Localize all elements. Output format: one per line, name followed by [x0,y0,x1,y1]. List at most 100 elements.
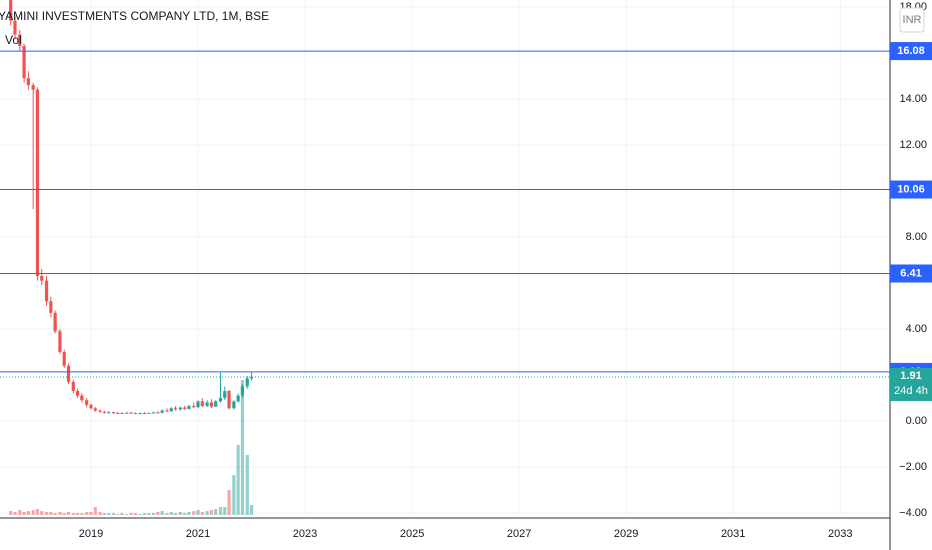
candle-body [160,410,164,413]
price-line-label: 6.41 [900,267,921,279]
volume-bar [160,511,164,515]
candle-body [76,391,80,396]
volume-bar [93,507,97,515]
volume-bar [196,510,200,515]
volume-bar [249,505,254,515]
candle-body [116,412,120,414]
volume-bar [133,513,137,515]
y-tick-label: −2.00 [899,461,927,473]
candle-body [218,397,223,402]
volume-bar [120,513,124,515]
volume-bar [18,510,22,515]
candle-body [138,413,142,415]
currency-label[interactable]: INR [903,14,922,26]
x-tick-label: 2029 [614,528,638,540]
volume-bar [9,511,13,515]
candle-body [44,280,49,302]
candle-body [129,412,133,414]
candle-body [85,400,89,405]
candle-body [120,412,124,414]
volume-bar [49,512,53,515]
volume-bar [66,512,71,515]
x-tick-label: 2027 [507,528,531,540]
y-tick-label: −4.00 [899,507,927,519]
volume-bar [156,512,160,515]
candle-body [133,413,137,415]
time-axis [0,518,932,550]
volume-bar [169,512,173,515]
candle-body [89,404,93,409]
volume-bar [192,511,196,515]
volume-bar [98,512,102,515]
candle-body [147,412,151,414]
price-line-label: 16.08 [897,45,925,57]
candle-body [107,412,111,414]
candle-body [240,386,245,396]
candle-body [35,89,40,277]
volume-bar [227,490,231,515]
x-tick-label: 2023 [293,528,317,540]
y-tick-label: 8.00 [906,231,927,243]
candle-body [245,378,249,387]
price-line-label-box [890,180,932,199]
candle-body [53,312,57,332]
candle-body [18,34,22,47]
volume-bar [125,514,129,515]
volume-bar [200,512,204,515]
volume-bar [209,510,213,515]
volume-bar [13,512,17,515]
candle-body [200,401,204,406]
x-tick-label: 2031 [721,528,745,540]
volume-bar [116,514,120,515]
candle-body [102,411,106,413]
volume-bar [62,513,66,515]
volume-bar [142,513,147,515]
volume-bar [89,512,93,515]
candle-body [93,408,97,411]
volume-bar [40,511,44,515]
volume-bar [58,512,62,515]
candle-body [151,412,156,414]
candle-body [40,276,44,281]
candle-body [192,405,196,408]
volume-bar [80,513,84,515]
x-tick-label: 2019 [79,528,103,540]
last-price-box [890,367,932,401]
x-tick-label: 2021 [186,528,210,540]
last-price-label: 1.91 [900,370,921,382]
candle-body [13,20,17,35]
countdown-label: 24d 4h [894,385,928,397]
volume-bar [173,513,178,515]
y-tick-label: 4.00 [906,323,927,335]
candle-body [9,0,13,21]
volume-bar [232,475,236,515]
currency-box[interactable] [899,7,925,33]
x-tick-label: 2025 [400,528,424,540]
price-line-label-box [890,264,932,283]
candle-body [49,301,53,313]
candle-body [232,401,236,409]
volume-bar [214,509,218,515]
candle-body [196,401,200,408]
candle-body [173,408,178,410]
candle-body [178,407,182,410]
volume-bar [236,445,240,515]
candle-body [156,412,160,414]
x-tick-label: 2033 [828,528,852,540]
volume-bar [223,507,227,515]
volume-bar [240,380,245,515]
candle-body [66,365,71,382]
volume-bar [26,511,30,515]
candle-body [227,391,231,409]
candle-body [98,410,102,412]
y-tick-label: 14.00 [899,93,927,105]
volume-bar [187,512,191,515]
candle-body [214,401,218,407]
candle-body [142,413,147,415]
price-line-label: 10.06 [897,183,925,195]
chart-title: YAMINI INVESTMENTS COMPANY LTD, 1M, BSE [0,9,269,23]
candle-body [249,376,254,379]
